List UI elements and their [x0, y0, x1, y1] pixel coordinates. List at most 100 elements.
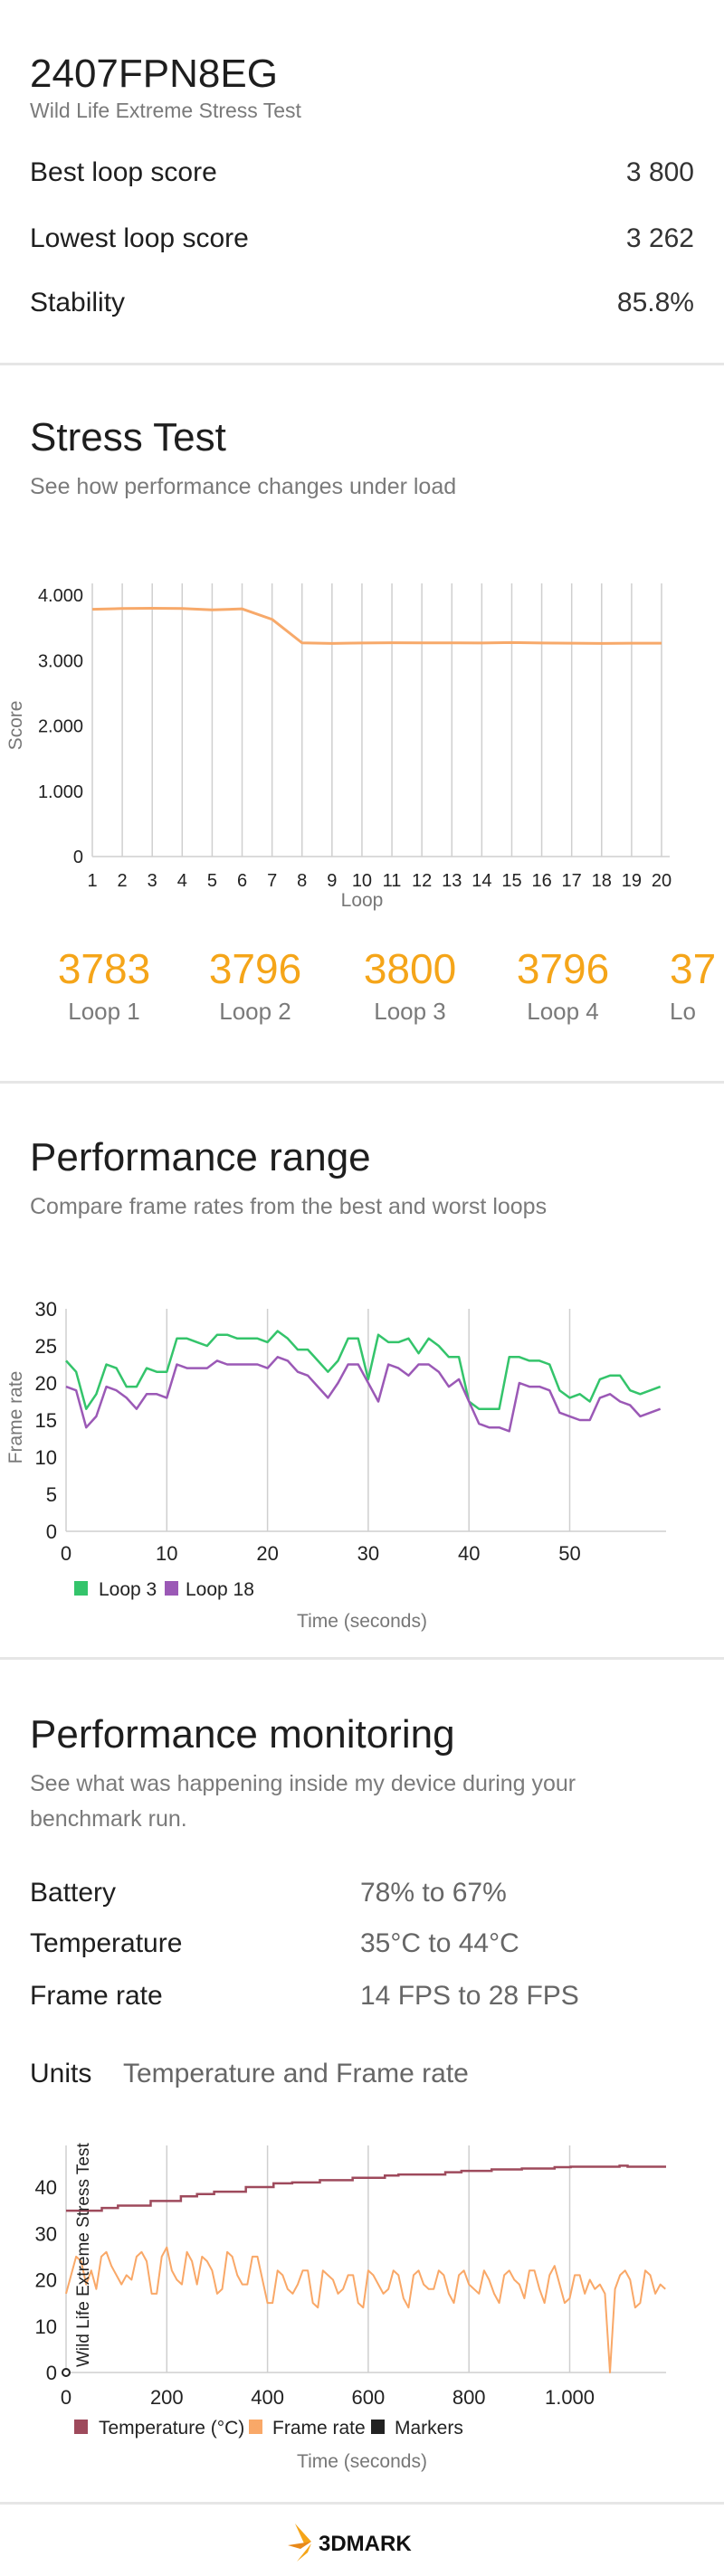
x-tick-label: 1: [87, 871, 97, 891]
y-tick-label: 30: [35, 2222, 57, 2245]
y-tick-label: 30: [35, 1298, 57, 1321]
stability-value: 85.8%: [616, 288, 694, 317]
x-tick-label: 200: [150, 2386, 184, 2409]
x-tick-label: 1.000: [545, 2386, 595, 2409]
performance-monitoring-subtitle: See what was happening inside my device …: [30, 1771, 576, 1796]
x-axis-title: Time (seconds): [297, 1611, 427, 1632]
x-tick-label: 40: [458, 1542, 480, 1565]
loop-score: 3796: [208, 945, 302, 992]
legend-swatch: [165, 1581, 178, 1596]
x-tick-label: 9: [327, 871, 337, 891]
x-tick-label: 11: [383, 871, 402, 891]
x-tick-label: 10: [352, 871, 372, 891]
temperature-line: [66, 2164, 666, 2212]
x-tick-label: 3: [148, 871, 157, 891]
x-tick-label: 18: [592, 871, 612, 891]
x-tick-label: 2: [118, 871, 128, 891]
legend-swatch: [371, 2420, 385, 2434]
loop-label: Loop 3: [374, 998, 446, 1025]
y-tick-label: 1.000: [38, 782, 83, 802]
x-tick-label: 7: [267, 871, 277, 891]
x-axis-title: Time (seconds): [297, 2451, 427, 2472]
stress-test-subtitle: See how performance changes under load: [30, 474, 457, 499]
y-tick-label: 0: [46, 1520, 57, 1543]
loop-label: Loop 2: [219, 998, 291, 1025]
loop-score: 37: [670, 948, 717, 990]
performance-monitoring-subtitle-2: benchmark run.: [30, 1806, 187, 1832]
x-tick-label: 4: [177, 871, 187, 891]
marker-point: [62, 2368, 71, 2377]
y-tick-label: 0: [73, 848, 83, 867]
x-tick-label: 600: [352, 2386, 386, 2409]
x-tick-label: 20: [652, 871, 672, 891]
stress-test-title: Stress Test: [30, 415, 226, 459]
x-tick-label: 5: [207, 871, 217, 891]
frame-rate-line: [65, 2246, 666, 2373]
x-tick-label: 50: [558, 1542, 580, 1565]
y-axis-title: Frame rate: [5, 1371, 26, 1464]
frame-rate-label: Frame rate: [30, 1981, 163, 2011]
x-tick-label: 17: [562, 871, 582, 891]
divider: [0, 1657, 724, 1660]
battery-value: 78% to 67%: [360, 1878, 507, 1908]
x-tick-label: 15: [501, 871, 521, 891]
x-tick-label: 8: [297, 871, 307, 891]
performance-monitoring-title: Performance monitoring: [30, 1712, 455, 1757]
lowest-loop-value: 3 262: [625, 223, 694, 253]
loop-score: 3783: [57, 945, 151, 992]
units-selector[interactable]: Temperature and Frame rate: [123, 2059, 469, 2088]
test-name: Wild Life Extreme Stress Test: [30, 99, 301, 122]
3dmark-logo: 3DMARK: [288, 2522, 442, 2563]
x-tick-label: 13: [442, 871, 462, 891]
best-loop-label: Best loop score: [30, 157, 217, 187]
divider: [0, 363, 724, 365]
x-tick-label: 12: [412, 871, 432, 891]
performance-range-subtitle: Compare frame rates from the best and wo…: [30, 1194, 548, 1219]
y-tick-label: 20: [35, 2269, 57, 2292]
lowest-loop-label: Lowest loop score: [30, 223, 249, 253]
x-tick-label: 20: [256, 1542, 278, 1565]
y-tick-label: 0: [46, 2362, 57, 2384]
3dmark-logo-icon: 3DMARK: [288, 2524, 412, 2562]
x-tick-label: 10: [156, 1542, 177, 1565]
x-tick-label: 6: [237, 871, 247, 891]
loop-label: Loop 1: [68, 998, 140, 1025]
x-tick-label: 19: [622, 871, 642, 891]
temperature-label: Temperature: [30, 1928, 183, 1958]
legend-label: Loop 18: [186, 1579, 254, 1600]
score-line: [91, 606, 662, 645]
series-line-loop-18: [65, 1356, 662, 1433]
legend-label: Markers: [395, 2418, 463, 2439]
x-axis-title: Loop: [341, 890, 384, 911]
frame-rate-value: 14 FPS to 28 FPS: [360, 1981, 579, 2011]
y-tick-label: 40: [35, 2176, 57, 2199]
legend-label: Loop 3: [99, 1579, 157, 1600]
logo-text: 3DMARK: [319, 2532, 412, 2556]
y-tick-label: 4.000: [38, 586, 83, 606]
divider: [0, 1081, 724, 1084]
y-tick-label: 2.000: [38, 717, 83, 737]
x-tick-label: 0: [61, 1542, 71, 1565]
y-tick-label: 10: [35, 1446, 57, 1469]
x-tick-label: 800: [452, 2386, 486, 2409]
x-tick-label: 0: [61, 2386, 71, 2409]
loop-label: Loop 4: [527, 998, 599, 1025]
x-tick-label: 16: [531, 871, 551, 891]
stability-label: Stability: [30, 288, 126, 317]
y-tick-label: 10: [35, 2316, 57, 2338]
device-name: 2407FPN8EG: [30, 52, 278, 96]
best-loop-value: 3 800: [625, 157, 694, 187]
marker-label: Wild Life Extreme Stress Test: [74, 2142, 93, 2367]
y-tick-label: 3.000: [38, 651, 83, 671]
y-tick-label: 25: [35, 1335, 57, 1358]
loop-score: 3796: [516, 945, 610, 992]
performance-range-title: Performance range: [30, 1135, 371, 1179]
y-tick-label: 15: [35, 1409, 57, 1432]
legend-swatch: [74, 1581, 88, 1596]
legend-label: Frame rate: [272, 2418, 366, 2439]
x-tick-label: 14: [472, 871, 491, 891]
battery-label: Battery: [30, 1878, 117, 1908]
